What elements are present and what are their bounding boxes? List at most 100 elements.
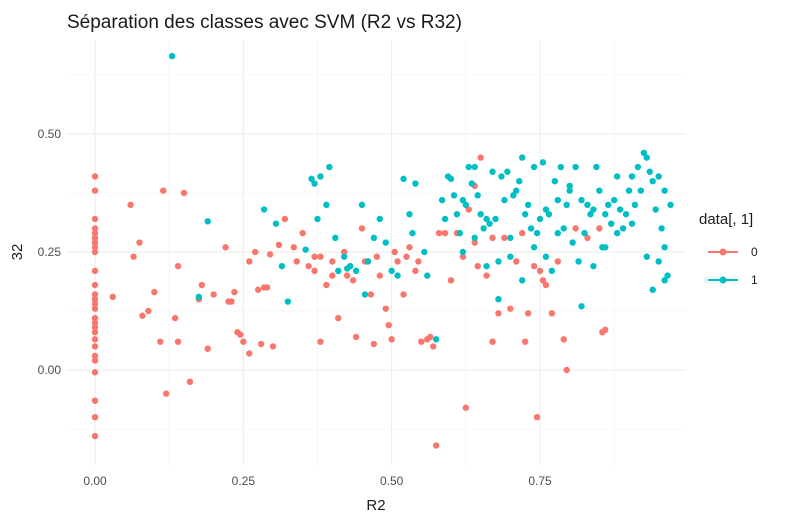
data-point-class-1 (521, 211, 529, 218)
data-point-class-0 (524, 310, 532, 317)
data-point-class-0 (91, 324, 99, 331)
data-point-class-0 (584, 234, 591, 242)
data-point-class-1 (602, 211, 609, 218)
data-point-class-1 (602, 244, 609, 251)
data-point-class-1 (483, 215, 490, 223)
data-point-class-0 (91, 305, 99, 312)
legend-key-dot-1 (719, 276, 727, 284)
data-point-class-0 (391, 248, 398, 256)
data-point-class-1 (308, 175, 315, 183)
data-point-class-0 (91, 300, 99, 308)
data-point-class-1 (204, 218, 211, 225)
data-point-class-1 (388, 267, 395, 275)
data-point-class-1 (563, 201, 570, 208)
data-point-class-1 (432, 336, 440, 343)
data-point-class-0 (367, 291, 375, 298)
data-point-class-1 (412, 180, 419, 187)
data-point-class-1 (578, 196, 585, 204)
data-point-class-0 (311, 267, 318, 275)
data-point-class-0 (382, 305, 389, 312)
legend-label-0: 0 (751, 245, 758, 259)
data-point-class-1 (483, 262, 490, 270)
legend-key-dot-0 (719, 248, 727, 256)
data-point-class-0 (521, 338, 529, 345)
data-point-class-1 (516, 178, 523, 185)
data-point-class-0 (91, 248, 99, 256)
data-point-class-0 (323, 281, 330, 289)
data-point-class-0 (341, 248, 348, 256)
data-point-class-1 (447, 175, 455, 183)
y-tick-label: 0.00 (38, 363, 62, 377)
data-point-class-0 (299, 229, 306, 237)
legend-title: data[, 1] (699, 211, 753, 228)
data-point-class-0 (403, 253, 410, 260)
data-point-class-1 (370, 234, 378, 242)
data-point-class-1 (477, 211, 484, 218)
data-point-class-0 (91, 296, 99, 303)
data-point-class-1 (631, 201, 639, 208)
data-point-class-1 (486, 220, 493, 227)
data-point-class-0 (91, 369, 99, 376)
data-point-class-1 (661, 244, 668, 251)
data-point-class-0 (275, 241, 283, 249)
data-point-class-1 (421, 248, 428, 256)
data-point-class-1 (649, 178, 656, 185)
data-point-class-0 (596, 225, 603, 232)
data-point-class-0 (358, 225, 366, 232)
data-point-class-1 (272, 220, 280, 227)
data-points (91, 52, 674, 449)
data-point-class-1 (628, 173, 636, 180)
data-point-class-1 (474, 192, 481, 199)
data-point-class-1 (346, 262, 354, 270)
data-point-class-0 (160, 187, 167, 194)
data-point-class-1 (634, 163, 642, 171)
data-point-class-0 (349, 277, 357, 284)
data-point-class-1 (424, 272, 431, 279)
data-point-class-0 (210, 291, 217, 298)
data-point-class-1 (438, 196, 446, 204)
data-point-class-1 (465, 163, 472, 171)
y-tick-label: 0.25 (38, 245, 62, 259)
data-point-class-1 (498, 173, 505, 180)
data-point-class-0 (198, 281, 205, 289)
data-point-class-0 (136, 239, 143, 246)
data-point-class-0 (91, 357, 99, 364)
data-point-class-0 (91, 352, 99, 360)
data-point-class-1 (637, 187, 645, 194)
data-point-class-1 (495, 296, 502, 303)
data-point-class-1 (450, 192, 458, 199)
data-point-class-0 (385, 321, 392, 329)
data-point-class-0 (483, 272, 490, 279)
data-point-class-0 (563, 366, 570, 374)
x-axis-ticks: 0.00 0.25 0.50 0.75 (83, 474, 552, 488)
y-axis-label: 32 (9, 244, 26, 261)
data-point-class-0 (127, 201, 134, 208)
data-point-class-1 (530, 163, 538, 171)
data-point-class-1 (376, 215, 383, 223)
data-point-class-1 (542, 206, 550, 213)
data-point-class-1 (394, 272, 401, 279)
data-point-class-0 (317, 338, 324, 345)
data-point-class-0 (257, 340, 265, 348)
data-point-class-0 (246, 350, 253, 357)
data-point-class-1 (314, 215, 321, 223)
data-point-class-0 (459, 253, 467, 260)
data-point-class-1 (311, 180, 318, 187)
data-point-class-0 (335, 314, 342, 322)
data-point-class-0 (91, 343, 99, 350)
data-point-class-0 (293, 258, 300, 265)
data-point-class-1 (587, 211, 594, 218)
data-point-class-0 (91, 239, 99, 246)
data-point-class-1 (610, 196, 618, 204)
data-point-class-1 (649, 286, 656, 293)
data-point-class-1 (519, 277, 526, 284)
data-point-class-1 (284, 298, 292, 305)
data-point-class-1 (471, 234, 478, 242)
data-point-class-1 (625, 187, 633, 194)
data-point-class-1 (619, 225, 627, 232)
data-point-class-1 (441, 215, 449, 223)
data-point-class-1 (358, 201, 366, 208)
data-point-class-0 (542, 281, 550, 289)
data-point-class-1 (640, 149, 648, 157)
